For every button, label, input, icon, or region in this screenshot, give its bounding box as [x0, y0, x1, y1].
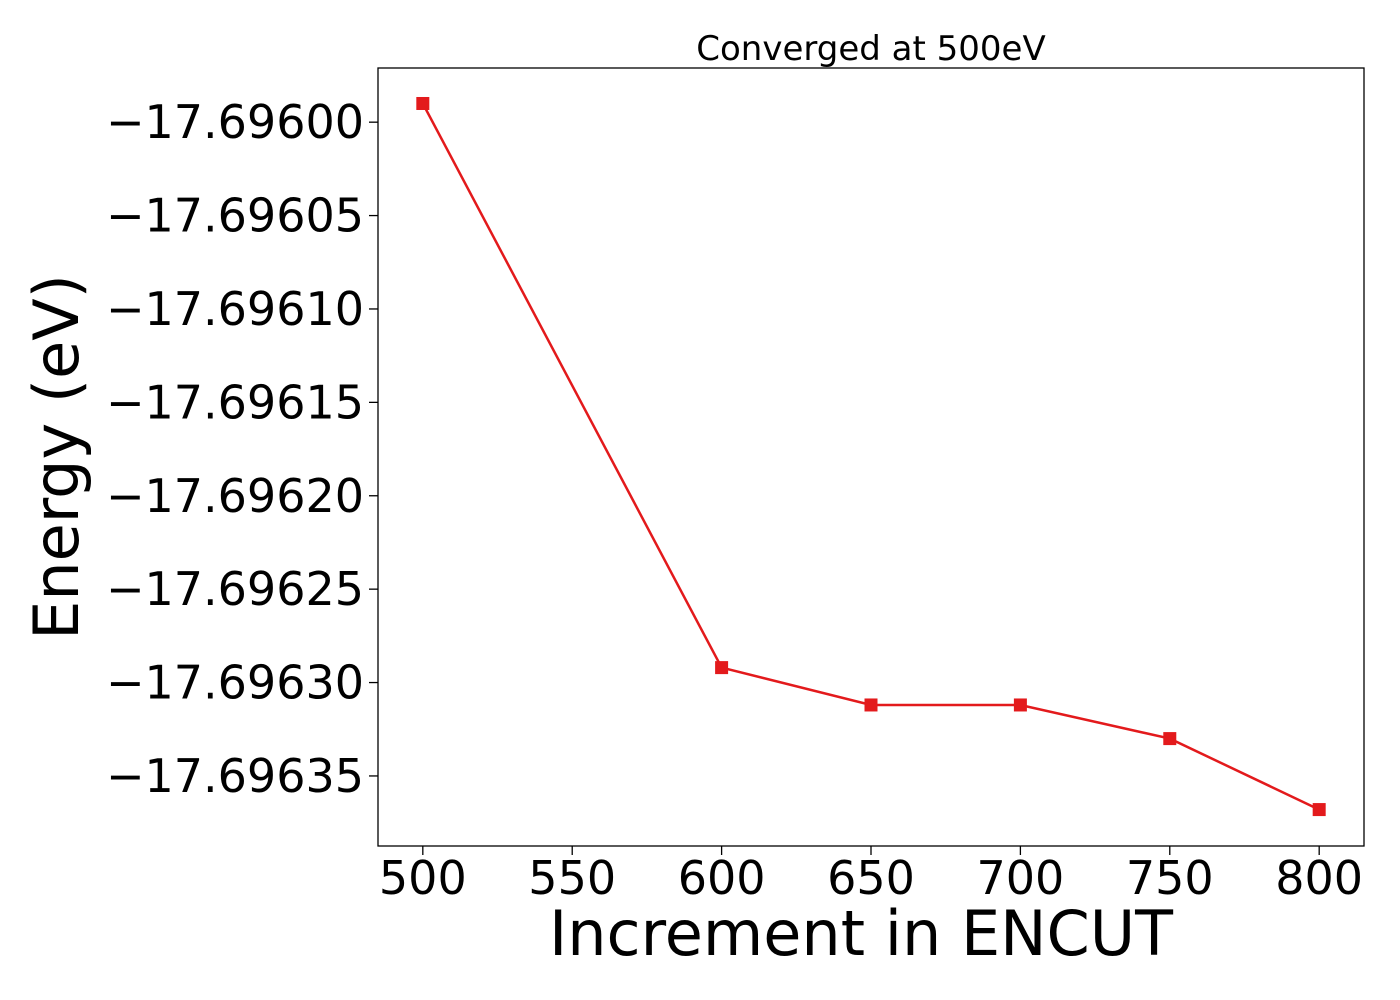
y-tick-label: −17.69610 — [106, 282, 364, 336]
y-tick-label: −17.69620 — [106, 469, 364, 523]
y-tick-label: −17.69600 — [106, 95, 364, 149]
y-axis-label: Energy (eV) — [20, 274, 93, 640]
x-tick-label: 800 — [1275, 851, 1363, 905]
data-point — [1013, 698, 1027, 712]
y-tick-label: −17.69605 — [106, 189, 364, 243]
data-point — [715, 661, 729, 675]
x-tick-label: 500 — [379, 851, 467, 905]
plot-frame — [377, 67, 1365, 847]
data-point — [864, 698, 878, 712]
data-point — [1312, 803, 1326, 817]
y-tick-label: −17.69635 — [106, 749, 364, 803]
y-tick-label: −17.69625 — [106, 562, 364, 616]
x-tick-label: 700 — [976, 851, 1064, 905]
y-tick-label: −17.69630 — [106, 656, 364, 710]
data-point — [1163, 732, 1177, 746]
x-tick-label: 550 — [528, 851, 616, 905]
data-series — [416, 96, 1326, 817]
x-tick-label: 750 — [1126, 851, 1214, 905]
x-axis-label: Increment in ENCUT — [549, 897, 1174, 970]
data-point — [416, 96, 430, 110]
series-line — [421, 102, 1320, 811]
x-axis-ticks: 500 550 600 650 700 750 800 — [379, 846, 1363, 905]
x-tick-label: 650 — [827, 851, 915, 905]
y-axis-ticks: −17.69600 −17.69605 −17.69610 −17.69615 −17.… — [106, 95, 378, 803]
y-tick-label: −17.69615 — [106, 375, 364, 429]
x-tick-label: 600 — [678, 851, 766, 905]
chart-title: Converged at 500eV — [696, 29, 1045, 69]
